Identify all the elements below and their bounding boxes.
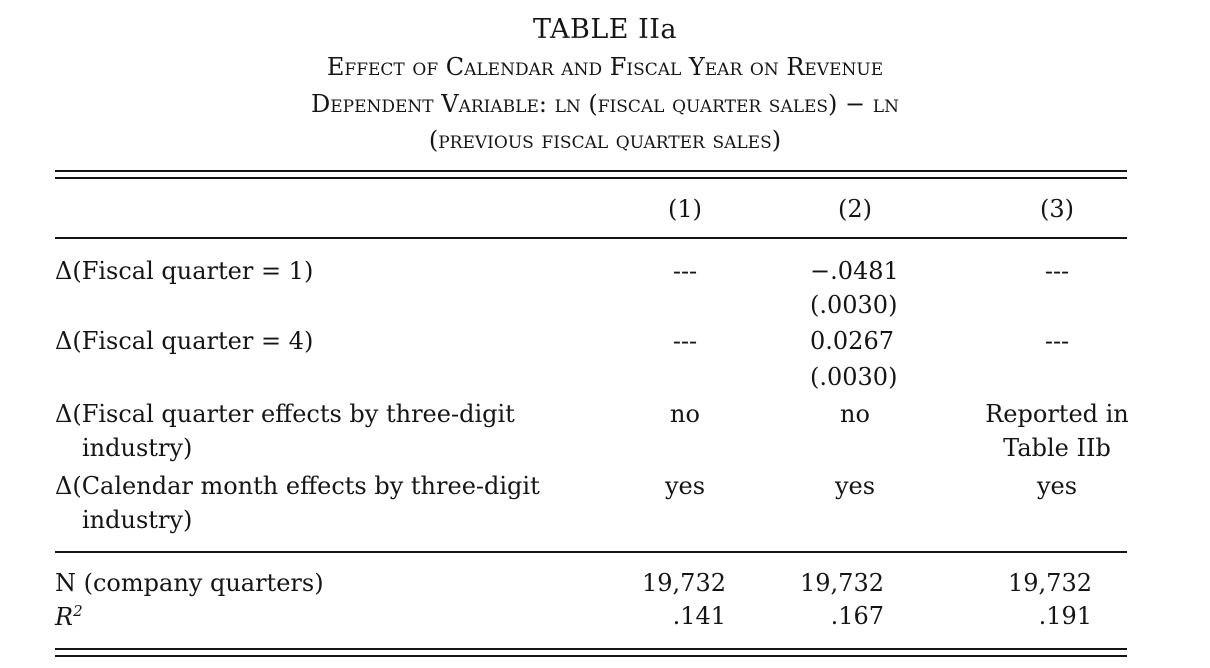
row-fq1-col2: −.0481 [810,257,899,285]
row-cm-effects-label-line2: industry) [82,506,193,534]
row-r2-col2: .167 [830,602,884,630]
row-fq-effects-label-line1: Δ(Fiscal quarter effects by three-digit [55,400,515,428]
row-fq-effects-col2: no [840,400,870,428]
row-fq-effects-col1: no [670,400,700,428]
row-fq-effects-col3-line2: Table IIb [1003,434,1111,462]
row-n-label: N (company quarters) [55,569,324,597]
row-n-col3: 19,732 [1008,569,1092,597]
row-fq1-col2-se: (.0030) [810,291,898,319]
row-fq1-col3: --- [1044,257,1070,285]
r2-symbol: R [55,603,74,631]
row-cm-effects-col2: yes [834,472,876,500]
row-r2-col1: .141 [672,602,726,630]
column-header-3: (3) [1040,195,1074,223]
row-fq-effects-col3-line1: Reported in [985,400,1129,428]
row-r2-col3: .191 [1038,602,1092,630]
row-cm-effects-label-line1: Δ(Calendar month effects by three-digit [55,472,540,500]
row-fq4-col3: --- [1044,327,1070,355]
row-cm-effects-col3: yes [1036,472,1078,500]
row-fq4-col2: 0.0267 [810,327,894,355]
row-fq1-label: Δ(Fiscal quarter = 1) [55,257,314,285]
row-fq4-col2-se: (.0030) [810,363,898,391]
row-fq4-label: Δ(Fiscal quarter = 4) [55,327,314,355]
row-n-col2: 19,732 [800,569,884,597]
row-r2-label: R2 [55,603,83,630]
dependent-variable-line2: (previous fiscal quarter sales) [428,126,782,154]
bottom-rule-1 [55,648,1127,650]
row-fq-effects-label-line2: industry) [82,434,193,462]
column-header-2: (2) [838,195,872,223]
dependent-variable-line1: Dependent Variable: ln (fiscal quarter s… [311,90,899,118]
table-title: Effect of Calendar and Fiscal Year on Re… [326,53,884,81]
row-cm-effects-col1: yes [664,472,706,500]
top-rule-1 [55,170,1127,172]
r2-superscript: 2 [73,602,83,620]
header-rule [55,237,1127,239]
top-rule-2 [55,177,1127,179]
row-fq1-col1: --- [672,257,698,285]
body-rule [55,551,1127,553]
table-number: TABLE IIa [532,14,678,45]
column-header-1: (1) [668,195,702,223]
row-fq4-col1: --- [672,327,698,355]
row-n-col1: 19,732 [642,569,726,597]
bottom-rule-2 [55,655,1127,657]
